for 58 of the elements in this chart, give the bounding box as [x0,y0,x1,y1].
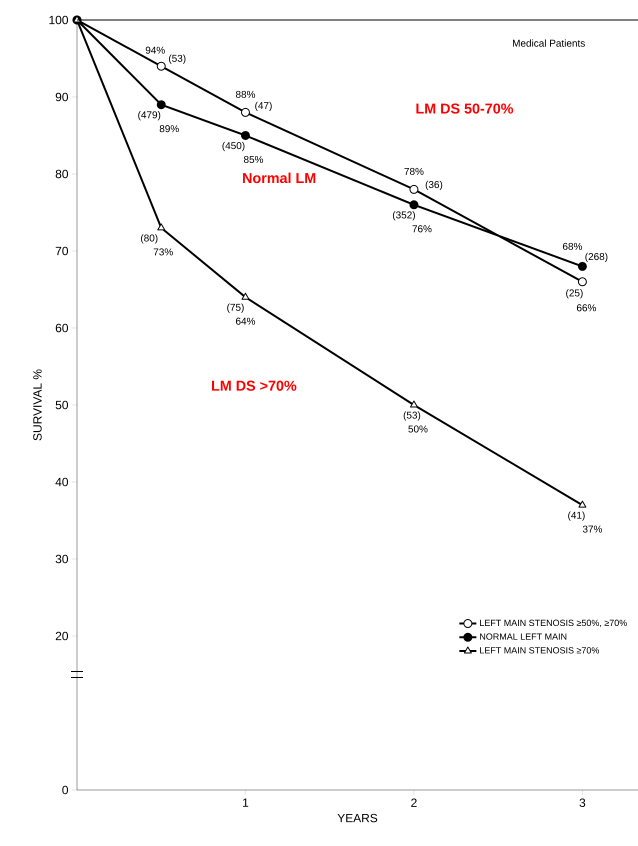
annotation: 76% [412,225,432,232]
annotation: LM DS 50-70% [416,103,513,114]
legend-label: LEFT MAIN STENOSIS ≥70% [480,647,599,654]
point [157,223,165,230]
annotation: (47) [254,102,272,112]
point [240,130,250,140]
x-tick-label: 2 [410,798,416,807]
annotation: 85% [244,156,263,164]
annotation: (53) [403,411,420,421]
annotation: 50% [408,425,428,433]
annotation: (352) [392,211,415,220]
point [156,62,166,71]
point [156,100,166,110]
x-axis-title: YEARS [337,814,377,822]
annotation: LM DS >70% [212,380,296,391]
annotation: 66% [576,304,596,312]
annotation: 94% [145,46,165,54]
y-tick-label: 60 [56,324,68,332]
point [578,500,586,508]
y-tick-label: 90 [55,92,68,102]
point [409,184,418,194]
y-tick-label: 50 [55,400,68,410]
annotation: (450) [222,142,244,152]
x-tick-label: 3 [579,798,585,807]
point [410,400,418,408]
annotation: 78% [404,168,424,175]
point [578,262,587,271]
y-tick-label: 40 [55,478,68,486]
annotation: (41) [568,511,584,521]
y-tick-label: 20 [56,632,68,640]
annotation: 68% [562,242,582,250]
annotation: (36) [425,180,442,190]
annotation: (53) [168,54,186,64]
y-axis-title: SURVIVAL % [32,369,42,440]
y-tick-label: 0 [62,786,68,794]
y-tick-label: 80 [55,170,68,178]
y-tick-label: 100 [49,16,68,24]
y-tick-label: 70 [56,246,68,256]
legend-label: NORMAL LEFT MAIN [480,633,566,640]
annotation: 37% [582,526,602,533]
annotation: Normal LM [242,172,315,184]
point [241,292,250,300]
y-tick-label: 30 [55,554,68,564]
point [409,200,418,210]
annotation: (75) [226,304,244,313]
point [578,277,587,286]
legend-label: LEFT MAIN STENOSIS ≥50%, ≥70% [480,620,627,628]
annotation: Medical Patients [512,39,585,47]
annotation: 88% [236,90,255,98]
point [240,108,250,117]
annotation: 73% [154,248,173,256]
annotation: 89% [159,125,179,132]
annotation: 64% [236,318,255,325]
x-tick-label: 1 [242,798,248,807]
annotation: (268) [585,252,608,262]
annotation: (25) [566,289,582,298]
annotation: (80) [140,234,158,244]
annotation: (479) [138,111,160,120]
